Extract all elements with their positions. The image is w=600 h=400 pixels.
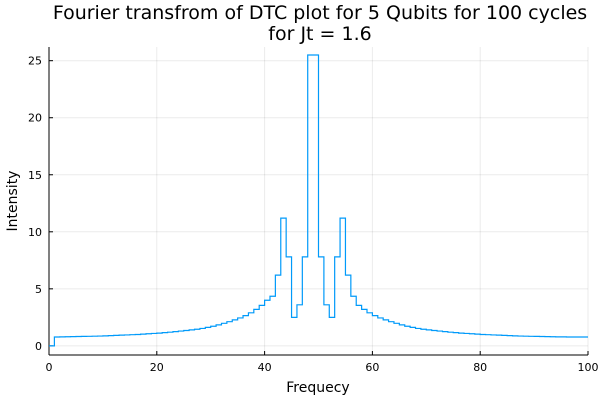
x-axis-label: Frequecy	[286, 380, 349, 396]
chart-title-line1: Fourier transfrom of DTC plot for 5 Qubi…	[53, 2, 587, 24]
y-axis-label: Intensity	[5, 171, 21, 232]
y-tick-label: 15	[28, 169, 42, 182]
axes	[48, 47, 588, 356]
y-tick-label: 0	[35, 340, 42, 353]
x-tick-label: 60	[365, 361, 379, 374]
y-tick-label: 5	[35, 283, 42, 296]
y-tick-label: 25	[28, 55, 42, 68]
x-tick-label: 40	[258, 361, 272, 374]
x-tick-label: 20	[150, 361, 164, 374]
x-tick-label: 80	[473, 361, 487, 374]
y-tick-label: 20	[28, 112, 42, 125]
ticks: 0 20 40 60 80 100 0 5 10 15 20 25	[28, 55, 599, 374]
series-line	[49, 54, 588, 347]
y-tick-label: 10	[28, 226, 42, 239]
chart-title-line2: for Jt = 1.6	[268, 23, 371, 45]
x-tick-label: 0	[46, 361, 53, 374]
x-tick-label: 100	[578, 361, 599, 374]
series-group	[49, 54, 588, 347]
